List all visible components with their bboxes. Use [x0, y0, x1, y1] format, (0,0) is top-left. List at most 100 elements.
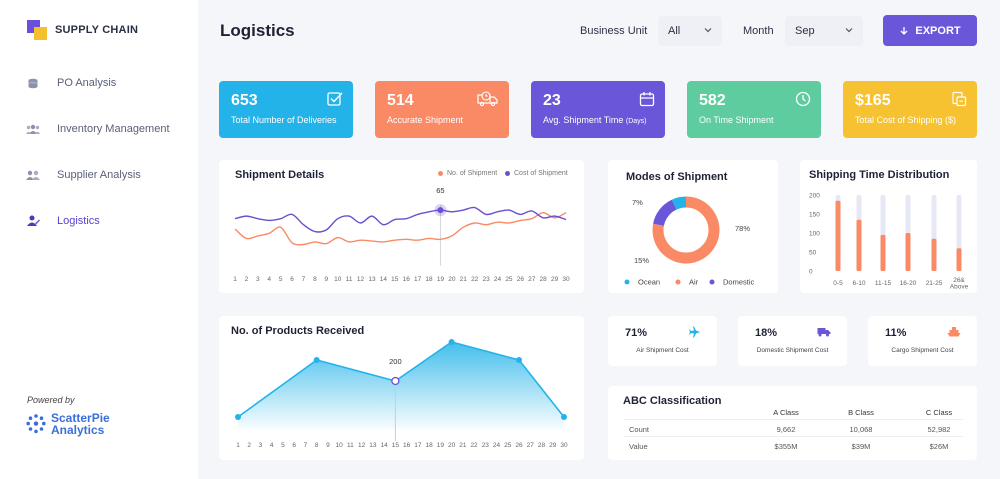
business-unit-value: All — [668, 25, 681, 37]
truck-icon — [817, 328, 831, 337]
x-tick-label: 11 — [347, 442, 354, 449]
x-tick-label: 17 — [414, 442, 422, 449]
products-area-chart[interactable]: 1 2 3 4 5 6 7 8 9 10 11 12 13 14 15 16 17 18 19 20 21 22 23 24 2… — [219, 316, 584, 460]
brand-name: SUPPLY CHAIN — [55, 24, 139, 36]
legend-label: No. of Shipment — [447, 170, 498, 177]
sidebar-item-label: PO Analysis — [57, 77, 117, 89]
data-point — [235, 414, 241, 420]
x-tick-label: 29 — [551, 276, 559, 283]
legend-label: Cost of Shipment — [514, 170, 568, 177]
export-button[interactable]: EXPORT — [883, 15, 977, 46]
truck-time-icon — [477, 91, 498, 107]
scatterpie-logo[interactable]: ScatterPie Analytics — [25, 412, 110, 436]
domestic-shipment-cost-card[interactable]: 18% Domestic Shipment Cost — [738, 316, 847, 366]
kpi-card-total-cost[interactable]: $165 Total Cost of Shipping ($) — [843, 81, 977, 138]
business-unit-select[interactable]: All — [658, 16, 722, 46]
kpi-label: Avg. Shipment Time (Days) — [543, 115, 653, 125]
mini-label: Cargo Shipment Cost — [891, 347, 954, 354]
x-tick-label: 11-15 — [875, 280, 892, 287]
checkbox-icon — [327, 92, 343, 106]
export-label: EXPORT — [915, 24, 961, 37]
kpi-card-on-time-shipment[interactable]: 582 On Time Shipment — [687, 81, 821, 138]
card-title: Shipping Time Distribution — [809, 169, 950, 181]
slice-label-domestic: 15% — [634, 256, 649, 265]
x-tick-label: 15 — [391, 276, 399, 283]
plane-icon — [689, 326, 700, 338]
kpi-card-deliveries[interactable]: 653 Total Number of Deliveries — [219, 81, 353, 138]
sidebar-item-supplier-analysis[interactable]: Supplier Analysis — [26, 169, 141, 181]
x-tick-label: 14 — [380, 276, 388, 283]
legend-dot — [675, 279, 681, 285]
donut-slice-air — [652, 196, 720, 264]
month-value: Sep — [795, 25, 815, 37]
kpi-value: $165 — [855, 92, 891, 109]
table-cell: $39M — [851, 442, 871, 451]
column-header: C Class — [925, 408, 953, 417]
x-tick-label: 16 — [403, 442, 411, 449]
sidebar: SUPPLY CHAIN PO Analysis Inventory Manag… — [0, 0, 198, 479]
row-divider — [624, 436, 963, 437]
sidebar-item-inventory-management[interactable]: Inventory Management — [26, 123, 170, 135]
sidebar-item-logistics[interactable]: Logistics — [26, 215, 100, 227]
x-tick-label: 21 — [459, 442, 467, 449]
data-point — [448, 339, 455, 345]
month-select[interactable]: Sep — [785, 16, 863, 46]
brand[interactable]: SUPPLY CHAIN — [27, 20, 138, 40]
x-tick-label: 16 — [403, 276, 411, 283]
x-tick-label: 18 — [425, 276, 433, 283]
shipping-time-distribution-card: Shipping Time Distribution 0 50 100 150 200 0… — [800, 160, 977, 293]
cargo-shipment-cost-card[interactable]: 11% Cargo Shipment Cost — [868, 316, 977, 366]
kpi-value: 653 — [231, 92, 258, 109]
ship-icon — [947, 327, 961, 337]
x-tick-label: 15 — [392, 442, 400, 449]
kpi-label-text: Avg. Shipment Time — [543, 115, 624, 125]
shipment-details-card: Shipment Details No. of Shipment Cost of… — [219, 160, 584, 293]
x-tick-label: 9 — [326, 442, 330, 449]
x-tick-label: 4 — [267, 276, 271, 283]
air-shipment-cost-card[interactable]: 71% Air Shipment Cost — [608, 316, 717, 366]
legend-cost-of-shipment: Cost of Shipment — [505, 170, 568, 177]
x-tick-label: 3 — [256, 276, 260, 283]
x-tick-label: 13 — [369, 442, 377, 449]
column-header: A Class — [773, 408, 799, 417]
row-label: Count — [629, 425, 650, 434]
shipment-line-chart[interactable]: 1 2 3 4 5 6 7 8 9 10 11 12 13 14 15 16 17 18 19 20 21 22 23 24 2… — [219, 160, 584, 293]
kpi-label: Total Number of Deliveries — [231, 115, 337, 125]
kpi-label-unit: (Days) — [625, 118, 647, 125]
x-tick-label: 7 — [304, 442, 308, 449]
kpi-value: 23 — [543, 92, 561, 109]
download-icon — [900, 26, 908, 35]
kpi-card-accurate-shipment[interactable]: 514 Accurate Shipment — [375, 81, 509, 138]
sidebar-item-label: Logistics — [57, 215, 100, 227]
month-label: Month — [743, 25, 774, 37]
x-tick-label: 20 — [448, 442, 456, 449]
legend-no-of-shipment: No. of Shipment — [438, 170, 497, 177]
x-tick-label: 1 — [233, 276, 237, 283]
table-cell: 9,662 — [776, 425, 796, 434]
tooltip-value: 65 — [436, 186, 444, 195]
legend-dot — [624, 279, 630, 285]
x-tick-label: 3 — [259, 442, 263, 449]
clock-icon — [795, 91, 811, 107]
slice-label-air: 78% — [735, 224, 750, 233]
data-point — [313, 357, 320, 363]
kpi-card-avg-shipment-time[interactable]: 23 Avg. Shipment Time (Days) — [531, 81, 665, 138]
x-tick-label: 14 — [381, 442, 389, 449]
mini-label: Domestic Shipment Cost — [756, 347, 829, 354]
x-tick-label: 5 — [279, 276, 283, 283]
table-cell: 52,982 — [927, 425, 951, 434]
legend-dot — [505, 171, 510, 176]
abc-classification-card: ABC Classification A Class B Class C Cla… — [608, 386, 977, 460]
shipping-time-bar-chart[interactable]: 0 50 100 150 200 0-5 6-10 11-15 16-20 21-25 26&Abo… — [800, 160, 977, 293]
x-tick-label: 22 — [470, 442, 478, 449]
bar-11-15 — [880, 234, 886, 271]
modes-donut-chart[interactable]: 7% 78% 15% Ocean Air Domestic — [608, 160, 778, 293]
scatterpie-logo-icon — [26, 414, 46, 434]
kpi-value: 582 — [699, 92, 726, 109]
bar-6-10 — [856, 219, 862, 271]
table-cell: $355M — [774, 442, 798, 451]
series-line-no-of-shipment — [234, 211, 567, 246]
sidebar-item-po-analysis[interactable]: PO Analysis — [26, 77, 116, 89]
data-point — [516, 357, 523, 363]
bar-0-5 — [835, 200, 841, 271]
